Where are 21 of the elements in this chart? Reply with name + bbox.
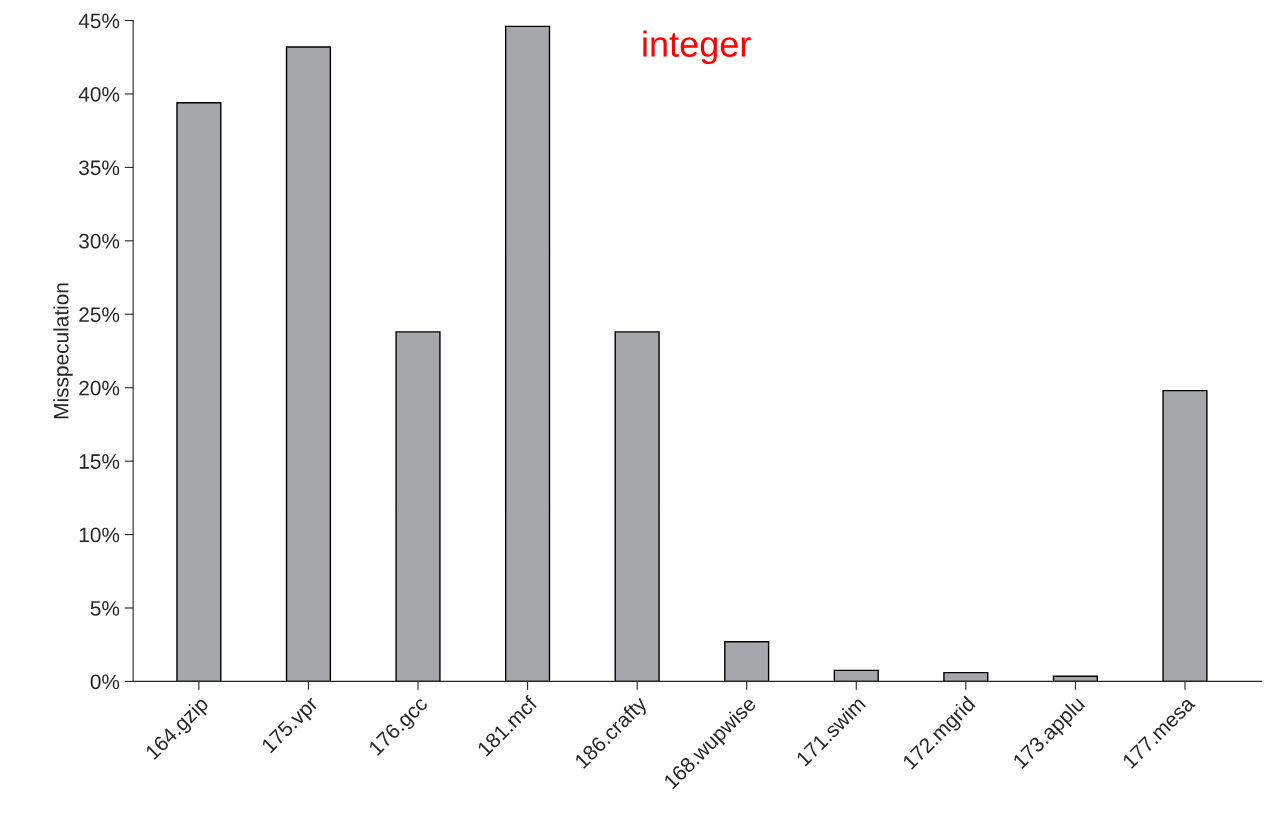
y-tick-label: 20%	[79, 380, 120, 396]
bar	[504, 25, 551, 682]
y-tick-label: 45%	[78, 13, 120, 29]
bar	[395, 331, 441, 682]
y-tick-label: 0%	[90, 674, 120, 690]
bar	[614, 331, 660, 682]
y-tick-label: 35%	[79, 160, 120, 176]
y-tick-label: 40%	[78, 86, 120, 102]
y-axis-title: Misspeculation	[53, 283, 73, 419]
bar	[724, 641, 770, 682]
bar	[285, 46, 332, 682]
y-tick-label: 15%	[79, 454, 120, 469]
bar	[1162, 389, 1208, 682]
bar	[943, 671, 989, 682]
y-tick-label: 30%	[79, 233, 120, 249]
y-tick-label: 10%	[79, 527, 120, 543]
y-tick-label: 5%	[90, 601, 120, 616]
bar	[176, 102, 222, 682]
bar	[833, 669, 879, 682]
annotation: integer	[643, 30, 751, 65]
y-tick-label: 25%	[79, 307, 120, 323]
